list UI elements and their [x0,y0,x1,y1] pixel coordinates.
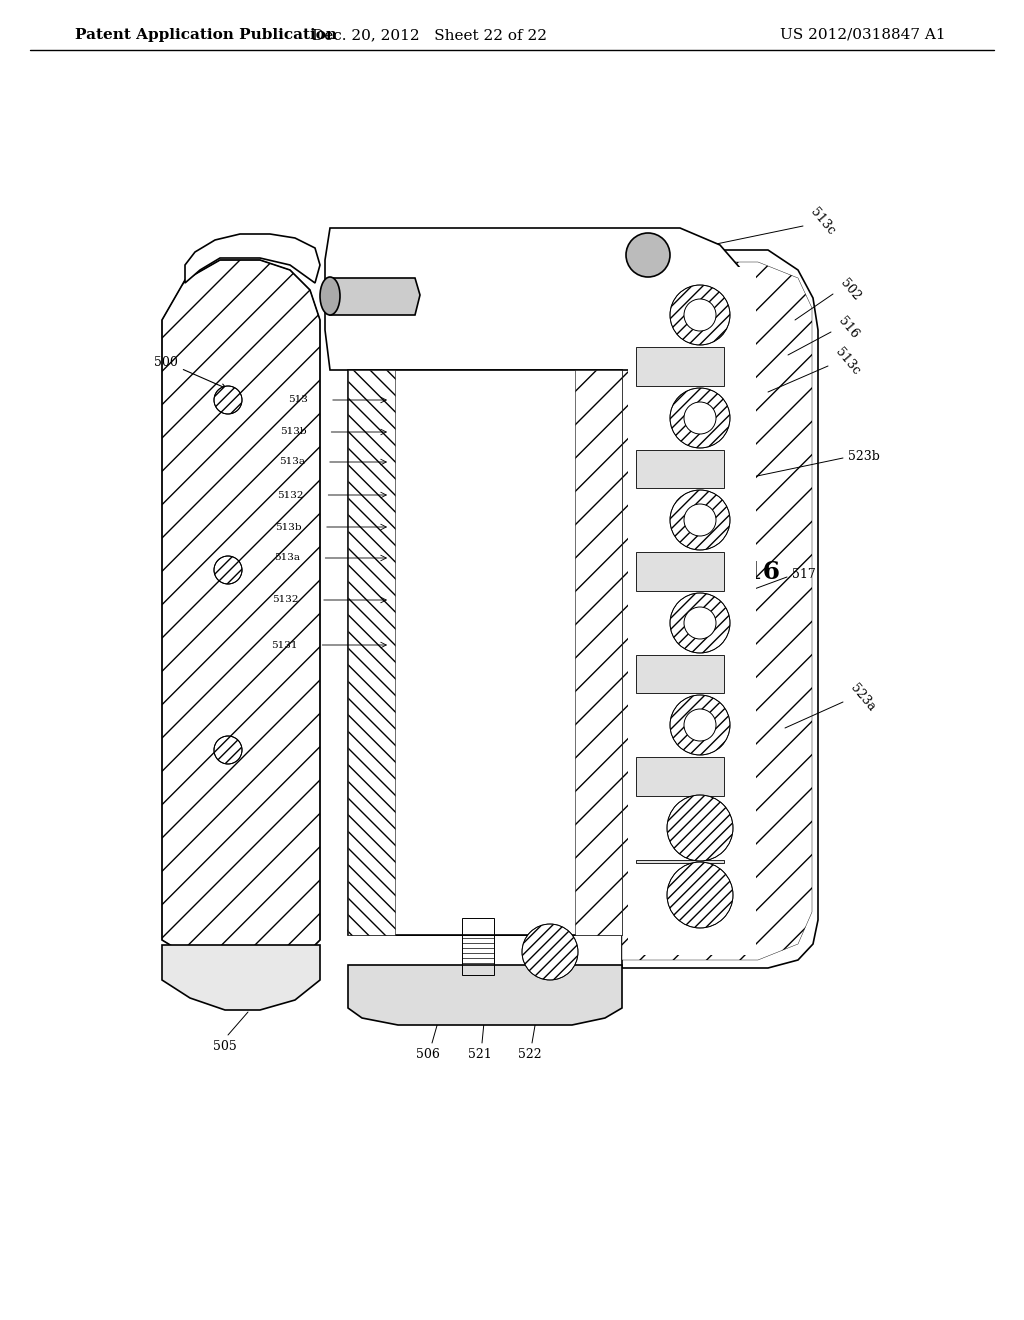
Text: 513a: 513a [279,458,305,466]
Circle shape [684,403,716,434]
Bar [348,370,622,935]
Text: 5131: 5131 [271,640,298,649]
Circle shape [667,795,733,861]
Polygon shape [330,279,420,315]
Circle shape [670,490,730,550]
Text: 521: 521 [468,1048,492,1061]
Circle shape [670,388,730,447]
Circle shape [670,696,730,755]
Text: 516: 516 [836,314,861,342]
Text: 500: 500 [155,355,226,388]
Text: 513: 513 [288,396,308,404]
Text: US 2012/0318847 A1: US 2012/0318847 A1 [780,28,945,42]
Text: 513b: 513b [275,523,302,532]
Circle shape [522,924,578,979]
Polygon shape [575,370,622,935]
Text: 5132: 5132 [278,491,303,499]
Polygon shape [162,945,319,1010]
Bar [636,861,724,863]
Circle shape [684,300,716,331]
Polygon shape [185,234,319,282]
Text: 513c: 513c [833,346,863,378]
Text: 5132: 5132 [272,595,299,605]
Polygon shape [348,370,395,935]
Bar [636,552,724,591]
Circle shape [684,709,716,741]
Circle shape [684,504,716,536]
Text: FIG. 16: FIG. 16 [678,560,780,583]
Text: 506: 506 [416,1048,440,1061]
Ellipse shape [319,277,340,315]
Circle shape [626,234,670,277]
Text: 513b: 513b [280,428,306,437]
Bar [628,267,756,954]
Text: 513c: 513c [808,206,838,238]
Circle shape [214,385,242,414]
Text: Patent Application Publication: Patent Application Publication [75,28,337,42]
Bar [636,655,724,693]
Text: 505: 505 [213,1040,237,1053]
Bar [636,756,724,796]
Text: 523a: 523a [848,682,878,714]
Polygon shape [622,261,812,960]
Text: 513a: 513a [274,553,300,562]
Polygon shape [348,965,622,1026]
Circle shape [667,862,733,928]
Bar [636,347,724,385]
Circle shape [670,593,730,653]
Polygon shape [325,228,745,370]
Circle shape [214,556,242,583]
Circle shape [684,607,716,639]
Circle shape [670,285,730,345]
Text: 502: 502 [838,277,863,304]
Polygon shape [162,260,319,970]
Polygon shape [622,249,818,968]
Bar [636,450,724,488]
Text: 523b: 523b [848,450,880,462]
Circle shape [214,737,242,764]
Text: 522: 522 [518,1048,542,1061]
Text: 517: 517 [792,569,816,582]
Bar [462,917,494,975]
Text: Dec. 20, 2012   Sheet 22 of 22: Dec. 20, 2012 Sheet 22 of 22 [312,28,548,42]
